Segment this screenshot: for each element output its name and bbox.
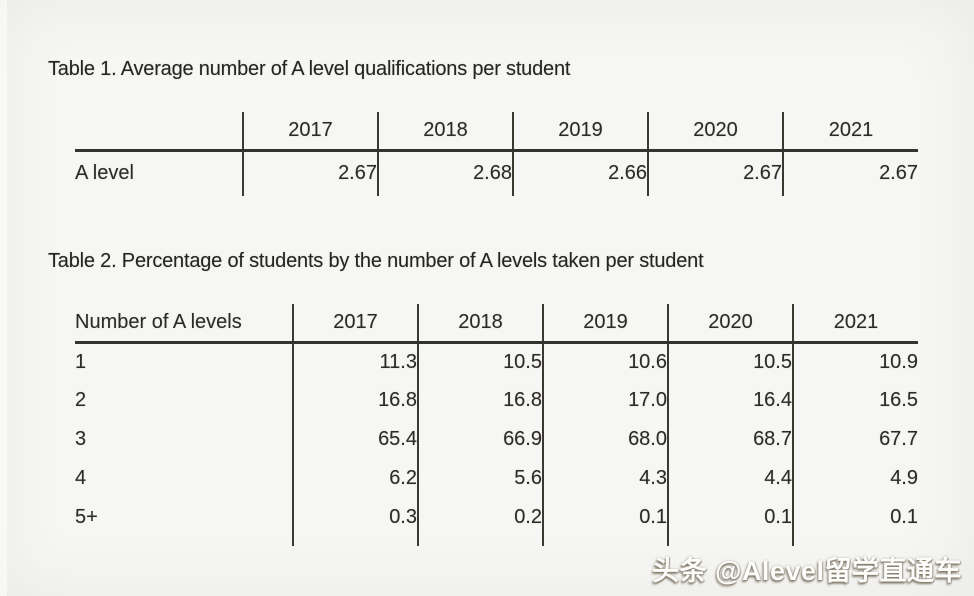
value-cell: 16.8 <box>292 381 418 420</box>
row-label: A level <box>75 162 134 185</box>
value-cell: 6.2 <box>292 459 418 498</box>
table2-row: 5+ 0.3 0.2 0.1 0.1 0.1 <box>75 498 918 537</box>
table2-header-label: Number of A levels <box>75 304 293 344</box>
value-cell: 2.67 <box>782 150 918 196</box>
value-cell: 16.8 <box>417 381 543 420</box>
value-cell: 0.1 <box>667 498 793 537</box>
table2-row: 4 6.2 5.6 4.3 4.4 4.9 <box>75 459 918 498</box>
table1: 2017 2018 2019 2020 2021 A level 2.67 2.… <box>75 112 918 196</box>
value-cell: 16.4 <box>667 381 793 420</box>
value-cell: 0.1 <box>792 498 918 537</box>
table2-year-header: 2017 <box>292 304 418 344</box>
row-label: 2 <box>75 389 87 411</box>
table2-rule-extension <box>75 537 918 546</box>
value-cell: 10.6 <box>542 342 668 381</box>
table2-year-header: 2021 <box>792 304 918 344</box>
value-cell: 17.0 <box>542 381 668 420</box>
table1-year-header: 2020 <box>647 112 783 152</box>
table1-header-row: 2017 2018 2019 2020 2021 <box>75 112 918 152</box>
table1-year-header: 2017 <box>242 112 378 152</box>
value-cell: 4.4 <box>667 459 793 498</box>
value-cell: 16.5 <box>792 381 918 420</box>
row-label: 5+ <box>75 506 98 528</box>
table2-header-row: Number of A levels 2017 2018 2019 2020 2… <box>75 304 918 344</box>
value-cell: 0.2 <box>417 498 543 537</box>
value-cell: 10.9 <box>792 342 918 381</box>
table1-year-header: 2021 <box>782 112 918 152</box>
row-label: 3 <box>75 428 87 450</box>
value-cell: 4.9 <box>792 459 918 498</box>
value-cell: 2.67 <box>242 150 378 196</box>
value-cell: 4.3 <box>542 459 668 498</box>
table2-year-header: 2018 <box>417 304 543 344</box>
value-cell: 11.3 <box>292 342 418 381</box>
toutiao-watermark: 头条 @Alevel留学直通车 <box>652 556 962 586</box>
table1-title: Table 1. Average number of A level quali… <box>48 58 571 80</box>
row-label: 4 <box>75 467 87 489</box>
value-cell: 10.5 <box>667 342 793 381</box>
table1-year-header: 2019 <box>512 112 648 152</box>
value-cell: 68.7 <box>667 420 793 459</box>
page-edge-highlight <box>0 0 7 596</box>
table1-year-header: 2018 <box>377 112 513 152</box>
value-cell: 65.4 <box>292 420 418 459</box>
table2-row: 2 16.8 16.8 17.0 16.4 16.5 <box>75 381 918 420</box>
table1-row: A level 2.67 2.68 2.66 2.67 2.67 <box>75 150 918 196</box>
row-label: 1 <box>75 350 87 373</box>
table2: Number of A levels 2017 2018 2019 2020 2… <box>75 304 918 546</box>
value-cell: 2.68 <box>377 150 513 196</box>
value-cell: 67.7 <box>792 420 918 459</box>
value-cell: 0.1 <box>542 498 668 537</box>
value-cell: 0.3 <box>292 498 418 537</box>
table2-title: Table 2. Percentage of students by the n… <box>48 250 704 272</box>
value-cell: 5.6 <box>417 459 543 498</box>
value-cell: 68.0 <box>542 420 668 459</box>
value-cell: 66.9 <box>417 420 543 459</box>
table1-corner-cell <box>75 112 243 152</box>
table2-year-header: 2019 <box>542 304 668 344</box>
value-cell: 10.5 <box>417 342 543 381</box>
table2-year-header: 2020 <box>667 304 793 344</box>
table2-row: 3 65.4 66.9 68.0 68.7 67.7 <box>75 420 918 459</box>
table2-row: 1 11.3 10.5 10.6 10.5 10.9 <box>75 342 918 381</box>
value-cell: 2.66 <box>512 150 648 196</box>
value-cell: 2.67 <box>647 150 783 196</box>
